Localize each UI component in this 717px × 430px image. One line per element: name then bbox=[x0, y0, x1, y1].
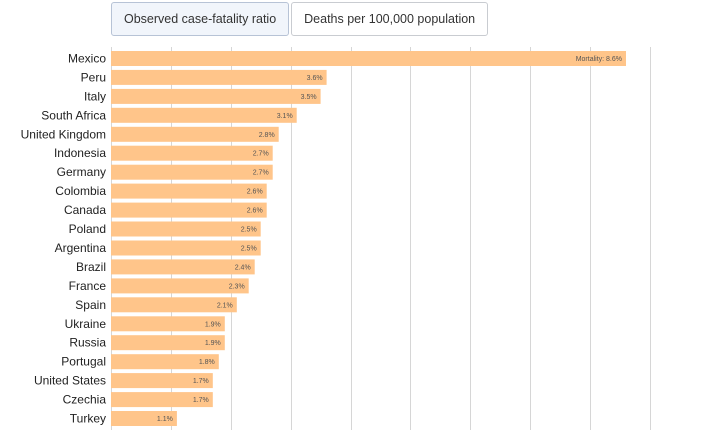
category-label: France bbox=[69, 279, 107, 293]
bar[interactable] bbox=[111, 354, 219, 370]
category-label: Russia bbox=[69, 336, 106, 350]
category-label: Indonesia bbox=[54, 146, 106, 160]
metric-tabs: Observed case-fatality ratio Deaths per … bbox=[111, 2, 489, 36]
bar[interactable] bbox=[111, 145, 273, 161]
value-label: 2.6% bbox=[247, 189, 263, 196]
category-label: Brazil bbox=[76, 260, 106, 274]
category-label: South Africa bbox=[41, 108, 106, 122]
tab-case-fatality-ratio[interactable]: Observed case-fatality ratio bbox=[111, 2, 290, 36]
category-label: Peru bbox=[81, 70, 106, 84]
value-label: 2.6% bbox=[247, 208, 263, 215]
bar[interactable] bbox=[111, 51, 626, 66]
value-label: 2.8% bbox=[259, 132, 275, 139]
value-label: 1.9% bbox=[205, 340, 221, 347]
category-label: Italy bbox=[84, 89, 106, 103]
value-label: 2.7% bbox=[253, 151, 269, 158]
value-label: 1.1% bbox=[157, 416, 173, 423]
value-label: 1.8% bbox=[199, 359, 215, 366]
value-label: 2.7% bbox=[253, 170, 269, 177]
value-label: 1.7% bbox=[193, 378, 209, 385]
bar[interactable] bbox=[111, 107, 297, 123]
value-label: 2.5% bbox=[241, 227, 257, 234]
bar[interactable] bbox=[111, 164, 273, 180]
bar[interactable] bbox=[111, 126, 279, 142]
bar[interactable] bbox=[111, 259, 255, 275]
bar[interactable] bbox=[111, 278, 249, 294]
category-label: Canada bbox=[64, 203, 106, 217]
bar[interactable] bbox=[111, 202, 267, 218]
bar[interactable] bbox=[111, 411, 177, 426]
category-label: Mexico bbox=[68, 52, 106, 66]
value-label: 3.5% bbox=[301, 94, 317, 101]
bar[interactable] bbox=[111, 392, 213, 408]
category-label: Ukraine bbox=[65, 317, 107, 331]
category-label: Portugal bbox=[61, 355, 106, 369]
value-label: 1.7% bbox=[193, 397, 209, 404]
bar[interactable] bbox=[111, 183, 267, 199]
tab-deaths-per-100k[interactable]: Deaths per 100,000 population bbox=[291, 2, 489, 36]
category-label: United States bbox=[34, 374, 106, 388]
value-label: 1.9% bbox=[205, 321, 221, 328]
value-label: 2.5% bbox=[241, 246, 257, 253]
category-label: Czechia bbox=[63, 393, 107, 407]
category-label: Germany bbox=[57, 165, 106, 179]
bar[interactable] bbox=[111, 240, 261, 256]
value-label: Mortality: 8.6% bbox=[576, 56, 622, 63]
value-label: 2.4% bbox=[235, 264, 251, 271]
value-label: 3.1% bbox=[277, 113, 293, 120]
bar[interactable] bbox=[111, 297, 237, 313]
bar[interactable] bbox=[111, 88, 321, 104]
category-label: Turkey bbox=[70, 412, 106, 426]
value-label: 3.6% bbox=[307, 75, 323, 82]
category-label: Spain bbox=[75, 298, 106, 312]
bar[interactable] bbox=[111, 221, 261, 237]
bar[interactable] bbox=[111, 335, 225, 351]
category-label: Colombia bbox=[55, 184, 106, 198]
bar[interactable] bbox=[111, 69, 327, 85]
value-label: 2.3% bbox=[229, 283, 245, 290]
bar[interactable] bbox=[111, 373, 213, 389]
value-label: 2.1% bbox=[217, 302, 233, 309]
category-label: United Kingdom bbox=[21, 127, 106, 141]
category-label: Poland bbox=[69, 222, 106, 236]
category-label: Argentina bbox=[55, 241, 107, 255]
bar[interactable] bbox=[111, 316, 225, 332]
